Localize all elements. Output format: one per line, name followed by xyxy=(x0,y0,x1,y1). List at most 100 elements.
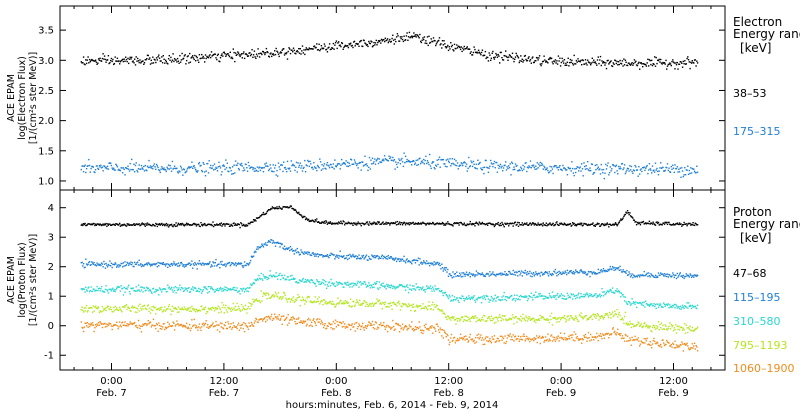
data-point xyxy=(558,296,559,297)
data-point xyxy=(231,57,232,58)
data-point xyxy=(445,166,446,167)
data-point xyxy=(668,168,669,169)
data-point xyxy=(382,285,383,286)
data-point xyxy=(492,271,493,272)
data-point xyxy=(312,280,313,281)
data-point xyxy=(638,223,639,224)
data-point xyxy=(616,170,617,171)
data-point xyxy=(668,64,669,65)
data-point xyxy=(334,159,335,160)
data-point xyxy=(502,299,503,300)
data-point xyxy=(419,158,420,159)
data-point xyxy=(501,296,502,297)
data-point xyxy=(654,306,655,307)
data-point xyxy=(406,32,407,33)
data-point xyxy=(681,167,682,168)
data-point xyxy=(683,61,684,62)
data-point xyxy=(236,225,237,226)
data-point xyxy=(498,168,499,169)
data-point xyxy=(515,274,516,275)
data-point xyxy=(84,165,85,166)
data-point xyxy=(230,265,231,266)
data-point xyxy=(570,59,571,60)
data-point xyxy=(587,273,588,274)
data-point xyxy=(251,54,252,55)
data-point xyxy=(600,296,601,297)
data-point xyxy=(430,285,431,286)
data-point xyxy=(683,174,684,175)
data-point xyxy=(614,172,615,173)
data-point xyxy=(411,263,412,264)
data-point xyxy=(667,224,668,225)
data-point xyxy=(304,251,305,252)
data-point xyxy=(290,170,291,171)
data-point xyxy=(659,59,660,60)
data-point xyxy=(427,36,428,37)
data-point xyxy=(282,165,283,166)
data-point xyxy=(573,172,574,173)
data-point xyxy=(261,278,262,279)
data-point xyxy=(408,36,409,37)
data-point xyxy=(481,274,482,275)
data-point xyxy=(127,58,128,59)
data-point xyxy=(373,45,374,46)
data-point xyxy=(527,320,528,321)
data-point xyxy=(368,282,369,283)
data-point xyxy=(487,57,488,58)
data-point xyxy=(606,68,607,69)
data-point xyxy=(181,59,182,60)
data-point xyxy=(264,293,265,294)
data-point xyxy=(517,222,518,223)
data-point xyxy=(641,63,642,64)
data-point xyxy=(501,320,502,321)
data-point xyxy=(363,255,364,256)
data-point xyxy=(285,298,286,299)
data-point xyxy=(590,170,591,171)
data-point xyxy=(84,310,85,311)
data-point xyxy=(101,286,102,287)
data-point xyxy=(370,160,371,161)
data-point xyxy=(360,223,361,224)
data-point xyxy=(305,300,306,301)
data-point xyxy=(385,258,386,259)
data-point xyxy=(315,255,316,256)
data-point xyxy=(243,167,244,168)
data-point xyxy=(395,257,396,258)
data-point xyxy=(286,52,287,53)
data-point xyxy=(248,291,249,292)
data-point xyxy=(325,168,326,169)
data-point xyxy=(118,266,119,267)
data-point xyxy=(605,164,606,165)
data-point xyxy=(287,58,288,59)
data-point xyxy=(147,264,148,265)
data-point xyxy=(238,168,239,169)
data-point xyxy=(482,274,483,275)
data-point xyxy=(592,58,593,59)
data-point xyxy=(240,165,241,166)
data-point xyxy=(112,61,113,62)
data-point xyxy=(180,223,181,224)
data-point xyxy=(655,225,656,226)
data-point xyxy=(81,307,82,308)
data-point xyxy=(184,225,185,226)
data-point xyxy=(630,169,631,170)
data-point xyxy=(357,163,358,164)
data-point xyxy=(387,306,388,307)
data-point xyxy=(278,208,279,209)
data-point xyxy=(169,165,170,166)
data-point xyxy=(307,279,308,280)
data-point xyxy=(514,169,515,170)
data-point xyxy=(298,48,299,49)
data-point xyxy=(571,225,572,226)
data-point xyxy=(601,164,602,165)
data-point xyxy=(501,52,502,53)
data-point xyxy=(680,61,681,62)
data-point xyxy=(261,246,262,247)
data-point xyxy=(575,63,576,64)
data-point xyxy=(525,224,526,225)
data-point xyxy=(115,169,116,170)
data-point xyxy=(621,63,622,64)
data-point xyxy=(385,288,386,289)
data-point xyxy=(677,62,678,63)
data-point xyxy=(437,305,438,306)
